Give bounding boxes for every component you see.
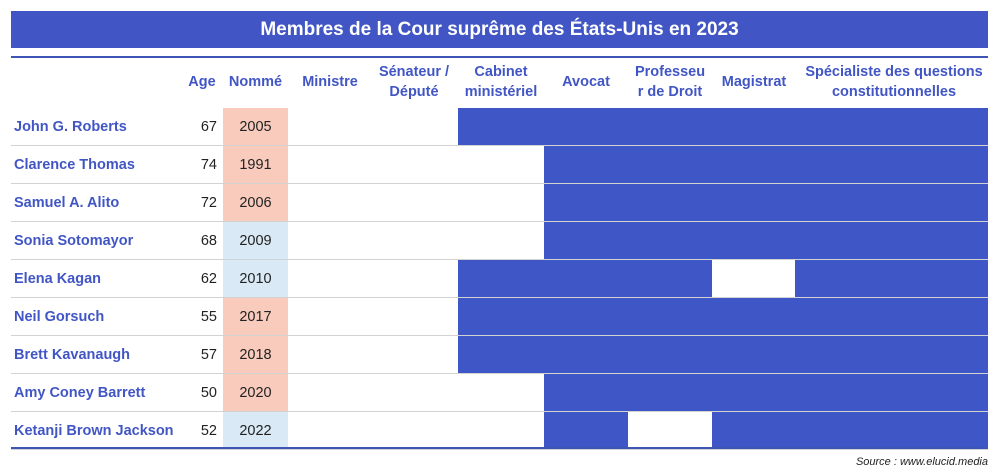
row-name: Sonia Sotomayor — [14, 233, 134, 249]
row-name: John G. Roberts — [14, 119, 127, 135]
row-age: 52 — [200, 423, 217, 439]
column-header-cabinet: Cabinet ministériel — [464, 63, 538, 100]
experience-band — [458, 260, 712, 298]
column-header-age: Age — [188, 73, 216, 90]
row-age: 68 — [200, 233, 217, 249]
experience-band — [458, 298, 988, 336]
row-name: Amy Coney Barrett — [14, 385, 146, 401]
column-header-senateur: Sénateur / Député — [378, 63, 450, 100]
experience-band — [712, 412, 988, 450]
row-divider — [11, 145, 988, 146]
row-name: Elena Kagan — [14, 271, 102, 287]
column-header-professeur: Professeu r de Droit — [634, 63, 706, 100]
row-name: Brett Kavanaugh — [14, 347, 131, 363]
experience-band — [544, 374, 988, 412]
row-age: 67 — [200, 119, 217, 135]
table-bottom-rule — [11, 447, 988, 449]
column-header-specialiste: Spécialiste des questions constitutionne… — [805, 63, 983, 100]
row-age: 55 — [200, 309, 217, 325]
row-nomination-year: 2017 — [223, 298, 288, 335]
experience-band — [795, 260, 988, 298]
row-nomination-year: 2005 — [223, 108, 288, 145]
row-name: Samuel A. Alito — [14, 195, 120, 211]
row-divider — [11, 449, 988, 450]
column-header-nomme: Nommé — [228, 73, 283, 90]
row-divider — [11, 411, 988, 412]
row-age: 62 — [200, 271, 217, 287]
row-age: 74 — [200, 157, 217, 173]
row-divider — [11, 335, 988, 336]
experience-band — [544, 222, 988, 260]
row-divider — [11, 183, 988, 184]
experience-band — [544, 412, 628, 450]
row-age: 50 — [200, 385, 217, 401]
row-age: 72 — [200, 195, 217, 211]
row-divider — [11, 259, 988, 260]
row-divider — [11, 373, 988, 374]
row-nomination-year: 2006 — [223, 184, 288, 221]
row-nomination-year: 2020 — [223, 374, 288, 411]
chart-title: Membres de la Cour suprême des États-Uni… — [11, 11, 988, 48]
row-name: Neil Gorsuch — [14, 309, 105, 325]
row-name: Ketanji Brown Jackson — [14, 423, 174, 439]
row-nomination-year: 1991 — [223, 146, 288, 183]
experience-band — [458, 336, 988, 374]
row-nomination-year: 2022 — [223, 412, 288, 449]
row-name: Clarence Thomas — [14, 157, 135, 173]
column-header-avocat: Avocat — [562, 73, 610, 90]
row-nomination-year: 2018 — [223, 336, 288, 373]
source-note: Source : www.elucid.media — [855, 456, 988, 468]
row-divider — [11, 221, 988, 222]
experience-band — [458, 108, 988, 146]
row-age: 57 — [200, 347, 217, 363]
experience-band — [544, 184, 988, 222]
column-header-ministre: Ministre — [302, 73, 358, 90]
experience-band — [544, 146, 988, 184]
row-divider — [11, 297, 988, 298]
column-header-magistrat: Magistrat — [721, 73, 787, 90]
row-nomination-year: 2010 — [223, 260, 288, 297]
table-top-rule — [11, 56, 988, 58]
row-nomination-year: 2009 — [223, 222, 288, 259]
